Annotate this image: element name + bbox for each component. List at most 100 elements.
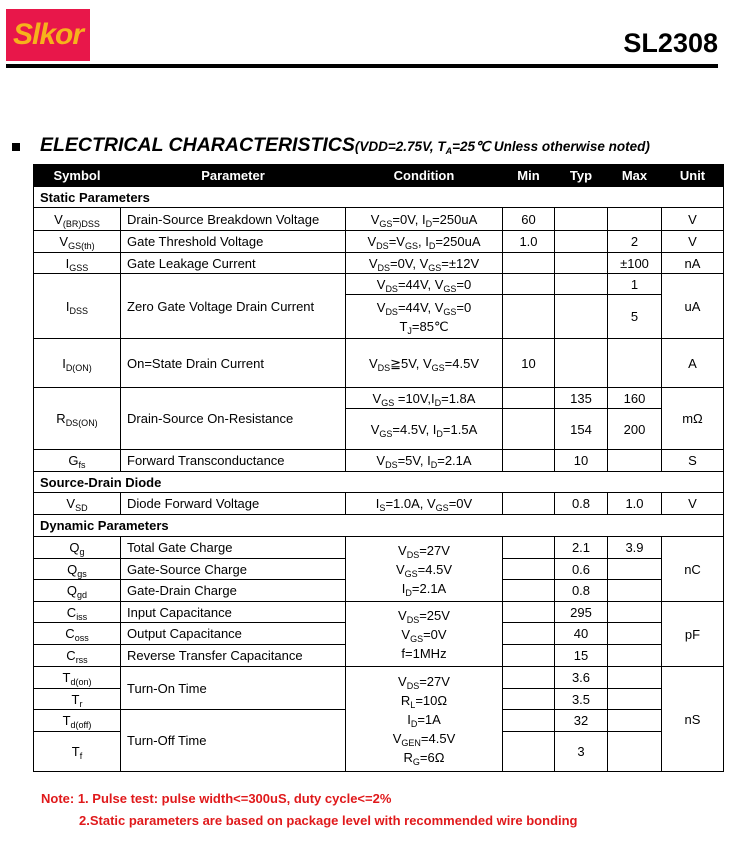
parameter: Total Gate Charge <box>120 536 346 559</box>
min <box>502 536 555 559</box>
table-header-row: Symbol Parameter Condition Min Typ Max U… <box>33 164 724 187</box>
typ: 0.8 <box>554 579 608 602</box>
condition-line: RG=6Ω <box>403 749 445 767</box>
condition-line: VGS=4.5V <box>395 561 453 579</box>
symbol: VGS(th) <box>33 230 121 253</box>
max <box>607 688 662 710</box>
section-dynamic: Dynamic Parameters <box>33 514 724 537</box>
min <box>502 252 555 274</box>
typ: 295 <box>554 601 608 623</box>
table-row: Qgd Gate-Drain Charge 0.8 <box>33 579 724 602</box>
section-row: Dynamic Parameters <box>33 514 724 537</box>
condition: IS=1.0A, VGS=0V <box>345 492 503 515</box>
condition: VDS=44V, VGS=0 TJ=85℃ <box>345 294 503 339</box>
min: 60 <box>502 207 555 231</box>
parameter: Forward Transconductance <box>120 449 346 472</box>
min <box>502 449 555 472</box>
table-row: Td(off) Turn-Off Time 32 <box>33 709 724 772</box>
parameter: Output Capacitance <box>120 622 346 645</box>
condition: VDS=VGS, ID=250uA <box>345 230 503 253</box>
condition: VGS=0V, ID=250uA <box>345 207 503 231</box>
max <box>607 644 662 667</box>
max <box>607 207 662 231</box>
note-1: Note: 1. Pulse test: pulse width<=300uS,… <box>41 791 392 806</box>
condition: VDS=0V, VGS=±12V <box>345 252 503 274</box>
symbol: Coss <box>33 622 121 645</box>
symbol: Td(off) <box>33 709 121 732</box>
max: 2 <box>607 230 662 253</box>
condition: VDS=27V VGS=4.5V ID=2.1A <box>345 536 503 602</box>
max <box>607 731 662 772</box>
unit: uA <box>661 273 724 339</box>
table-row: Ciss Input Capacitance VDS=25V VGS=0V f=… <box>33 601 724 667</box>
condition-line: VDS=27V <box>398 542 450 560</box>
min <box>502 731 555 772</box>
table-row: IDSS Zero Gate Voltage Drain Current VDS… <box>33 273 724 339</box>
symbol: RDS(ON) <box>33 387 121 450</box>
note-2: 2.Static parameters are based on package… <box>79 813 578 828</box>
min <box>502 709 555 732</box>
parameter: Gate Leakage Current <box>120 252 346 274</box>
typ: 3 <box>554 731 608 772</box>
typ <box>554 230 608 253</box>
symbol: IGSS <box>33 252 121 274</box>
min <box>502 622 555 645</box>
header-condition: Condition <box>345 164 503 187</box>
max: 160 <box>607 387 662 409</box>
unit: A <box>661 338 724 388</box>
typ: 10 <box>554 449 608 472</box>
table-row: ID(ON) On=State Drain Current VDS≧5V, VG… <box>33 338 724 388</box>
table-row: VGS=4.5V, ID=1.5A 154 200 <box>34 408 724 450</box>
symbol: Tf <box>33 731 121 772</box>
header-typ: Typ <box>554 164 608 187</box>
section-row: Static Parameters <box>33 186 724 208</box>
max <box>607 622 662 645</box>
condition-line: ID=1A <box>407 711 441 729</box>
slkor-logo: Slkor <box>6 9 90 61</box>
max: 3.9 <box>607 536 662 559</box>
parameter: Drain-Source On-Resistance <box>120 387 346 450</box>
symbol: Tr <box>33 688 121 710</box>
min <box>502 666 555 689</box>
min <box>502 273 555 295</box>
parameter: Diode Forward Voltage <box>120 492 346 515</box>
min <box>502 688 555 710</box>
min <box>502 294 555 339</box>
table-row: Tr 3.5 <box>33 688 724 710</box>
condition: VGS=4.5V, ID=1.5A <box>345 408 503 450</box>
notes: Note: 1. Pulse test: pulse width<=300uS,… <box>41 791 578 835</box>
table-row: Gfs Forward Transconductance VDS=5V, ID=… <box>33 449 724 472</box>
logo-text: Slkor <box>12 18 84 51</box>
table-row: Qg Total Gate Charge VDS=27V VGS=4.5V ID… <box>33 536 724 602</box>
condition: VDS=5V, ID=2.1A <box>345 449 503 472</box>
condition-line: VGEN=4.5V <box>392 730 456 748</box>
symbol: Crss <box>33 644 121 667</box>
unit: V <box>661 492 724 515</box>
symbol: IDSS <box>33 273 121 339</box>
unit: V <box>661 230 724 253</box>
max <box>607 558 662 580</box>
condition: VDS=25V VGS=0V f=1MHz <box>345 601 503 667</box>
unit: nC <box>661 536 724 602</box>
electrical-characteristics-table: Symbol Parameter Condition Min Typ Max U… <box>33 164 724 772</box>
typ: 135 <box>554 387 608 409</box>
symbol: Td(on) <box>33 666 121 689</box>
part-number: SL2308 <box>623 28 718 58</box>
bullet-square-icon <box>12 142 20 151</box>
typ: 40 <box>554 622 608 645</box>
typ: 3.5 <box>554 688 608 710</box>
max: 1.0 <box>607 492 662 515</box>
parameter: Zero Gate Voltage Drain Current <box>120 273 346 339</box>
title-main: ELECTRICAL CHARACTERISTICS <box>40 134 355 156</box>
condition-line: ID=2.1A <box>401 580 447 598</box>
unit: V <box>661 207 724 231</box>
min: 10 <box>502 338 555 388</box>
max <box>607 601 662 623</box>
parameter: Turn-On Time <box>120 666 346 710</box>
max: 5 <box>607 294 662 339</box>
condition-line: VDS=44V, VGS=0 <box>376 299 472 317</box>
symbol: VSD <box>33 492 121 515</box>
header-unit: Unit <box>661 164 724 187</box>
condition-line: VDS=25V <box>398 607 450 625</box>
typ: 3.6 <box>554 666 608 689</box>
